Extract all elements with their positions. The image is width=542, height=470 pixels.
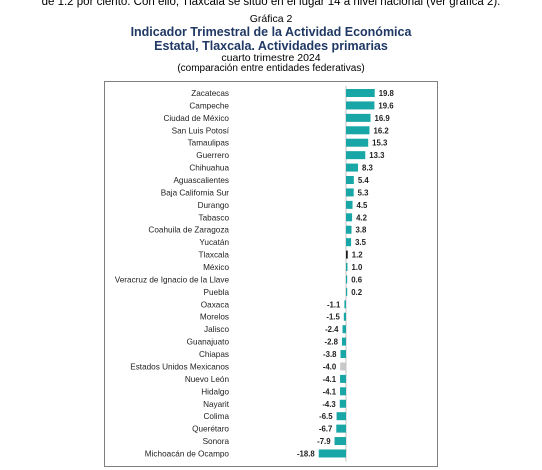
value-label: 19.8 <box>379 89 395 98</box>
category-label: Tlaxcala <box>199 251 230 260</box>
category-label: Querétaro <box>192 425 229 434</box>
category-label: Nayarit <box>203 400 230 409</box>
value-label: -6.7 <box>319 425 332 434</box>
value-label: 0.6 <box>351 275 363 284</box>
value-label: 4.5 <box>357 201 369 210</box>
bar <box>346 238 352 247</box>
value-label: -1.1 <box>327 300 341 309</box>
bar <box>346 101 375 110</box>
value-label: 5.4 <box>358 176 370 185</box>
value-label: 4.2 <box>356 213 368 222</box>
category-label: Guanajuato <box>187 338 230 347</box>
category-label: Zacatecas <box>191 89 229 98</box>
category-label: Chiapas <box>199 350 229 359</box>
bar <box>334 437 346 446</box>
category-label: Oaxaca <box>201 300 230 309</box>
category-label: Colima <box>204 412 230 421</box>
bar <box>346 213 353 222</box>
bar <box>346 275 348 284</box>
bar <box>336 412 346 421</box>
category-label: Chihuahua <box>189 164 229 173</box>
value-label: 3.8 <box>356 226 368 235</box>
figure-header: Gráfica 2 Indicador Trimestral de la Act… <box>0 13 542 74</box>
bar <box>346 225 352 234</box>
bar <box>346 188 354 197</box>
category-label: Morelos <box>200 313 229 322</box>
value-label: 0.2 <box>351 288 363 297</box>
chart-subtitle: cuarto trimestre 2024 <box>221 52 321 64</box>
value-label: -4.0 <box>323 362 337 371</box>
value-label: -1.5 <box>326 313 340 322</box>
bar <box>346 126 370 135</box>
bar <box>346 176 354 185</box>
category-label: México <box>203 263 229 272</box>
bar <box>344 300 346 309</box>
value-label: 1.2 <box>352 251 364 260</box>
category-label: Hidalgo <box>201 387 229 396</box>
category-label: Sonora <box>203 437 230 446</box>
bar <box>346 151 366 160</box>
category-label: Baja California Sur <box>161 188 230 197</box>
value-label: 1.0 <box>351 263 363 272</box>
bar <box>346 250 348 259</box>
category-label: Puebla <box>204 288 230 297</box>
bar <box>346 163 359 172</box>
bar <box>346 200 353 209</box>
category-label: Nuevo León <box>185 375 230 384</box>
plot-frame <box>104 81 438 467</box>
bar <box>339 399 346 408</box>
bar <box>340 387 346 396</box>
value-label: -2.8 <box>325 338 339 347</box>
intro-text: de 1.2 por ciento. Con ello, Tlaxcala se… <box>41 0 501 8</box>
chart-note: (comparación entre entidades federativas… <box>177 63 365 74</box>
value-label: -6.5 <box>319 412 333 421</box>
category-label: Campeche <box>189 101 229 110</box>
chart-title-line-2: Estatal, Tlaxcala. Actividades primarias <box>154 39 388 53</box>
bar <box>340 362 346 371</box>
value-label: -18.8 <box>297 449 315 458</box>
category-label: Coahuila de Zaragoza <box>148 226 229 235</box>
value-label: -4.1 <box>323 375 337 384</box>
bar <box>342 325 346 334</box>
value-label: 3.5 <box>355 238 367 247</box>
value-label: 5.3 <box>358 188 370 197</box>
bar <box>346 287 348 296</box>
value-label: -4.3 <box>322 400 336 409</box>
value-label: 19.6 <box>378 101 394 110</box>
category-label: Durango <box>198 201 230 210</box>
value-label: 13.3 <box>369 151 385 160</box>
bar <box>336 424 346 433</box>
category-label: San Luis Potosí <box>172 126 230 135</box>
figure-label: Gráfica 2 <box>249 13 293 25</box>
category-label: Tabasco <box>199 213 230 222</box>
value-label: -4.1 <box>323 387 337 396</box>
category-label: Estados Unidos Mexicanos <box>130 362 229 371</box>
category-label: Aguascalientes <box>173 176 229 185</box>
bar <box>346 89 375 97</box>
category-label: Guerrero <box>196 151 229 160</box>
category-label: Tamaulipas <box>188 139 229 148</box>
bar <box>346 138 369 147</box>
value-label: 16.2 <box>373 126 389 135</box>
value-label: 8.3 <box>362 164 374 173</box>
category-label: Jalisco <box>204 325 229 334</box>
category-label: Veracruz de Ignacio de la Llave <box>115 275 230 284</box>
bar <box>318 449 346 458</box>
value-label: -7.9 <box>317 437 331 446</box>
bar <box>341 337 346 346</box>
bar <box>346 113 371 122</box>
category-label: Michoacán de Ocampo <box>145 449 230 458</box>
bar <box>346 263 348 272</box>
value-label: -3.8 <box>323 350 337 359</box>
bar <box>343 312 346 321</box>
value-label: 16.9 <box>375 114 391 123</box>
bar <box>340 374 346 383</box>
bar <box>340 350 346 359</box>
value-label: -2.4 <box>325 325 339 334</box>
category-label: Yucatán <box>199 238 229 247</box>
category-label: Ciudad de México <box>163 114 229 123</box>
value-label: 15.3 <box>372 139 388 148</box>
chart-title-line-1: Indicador Trimestral de la Actividad Eco… <box>130 25 412 39</box>
